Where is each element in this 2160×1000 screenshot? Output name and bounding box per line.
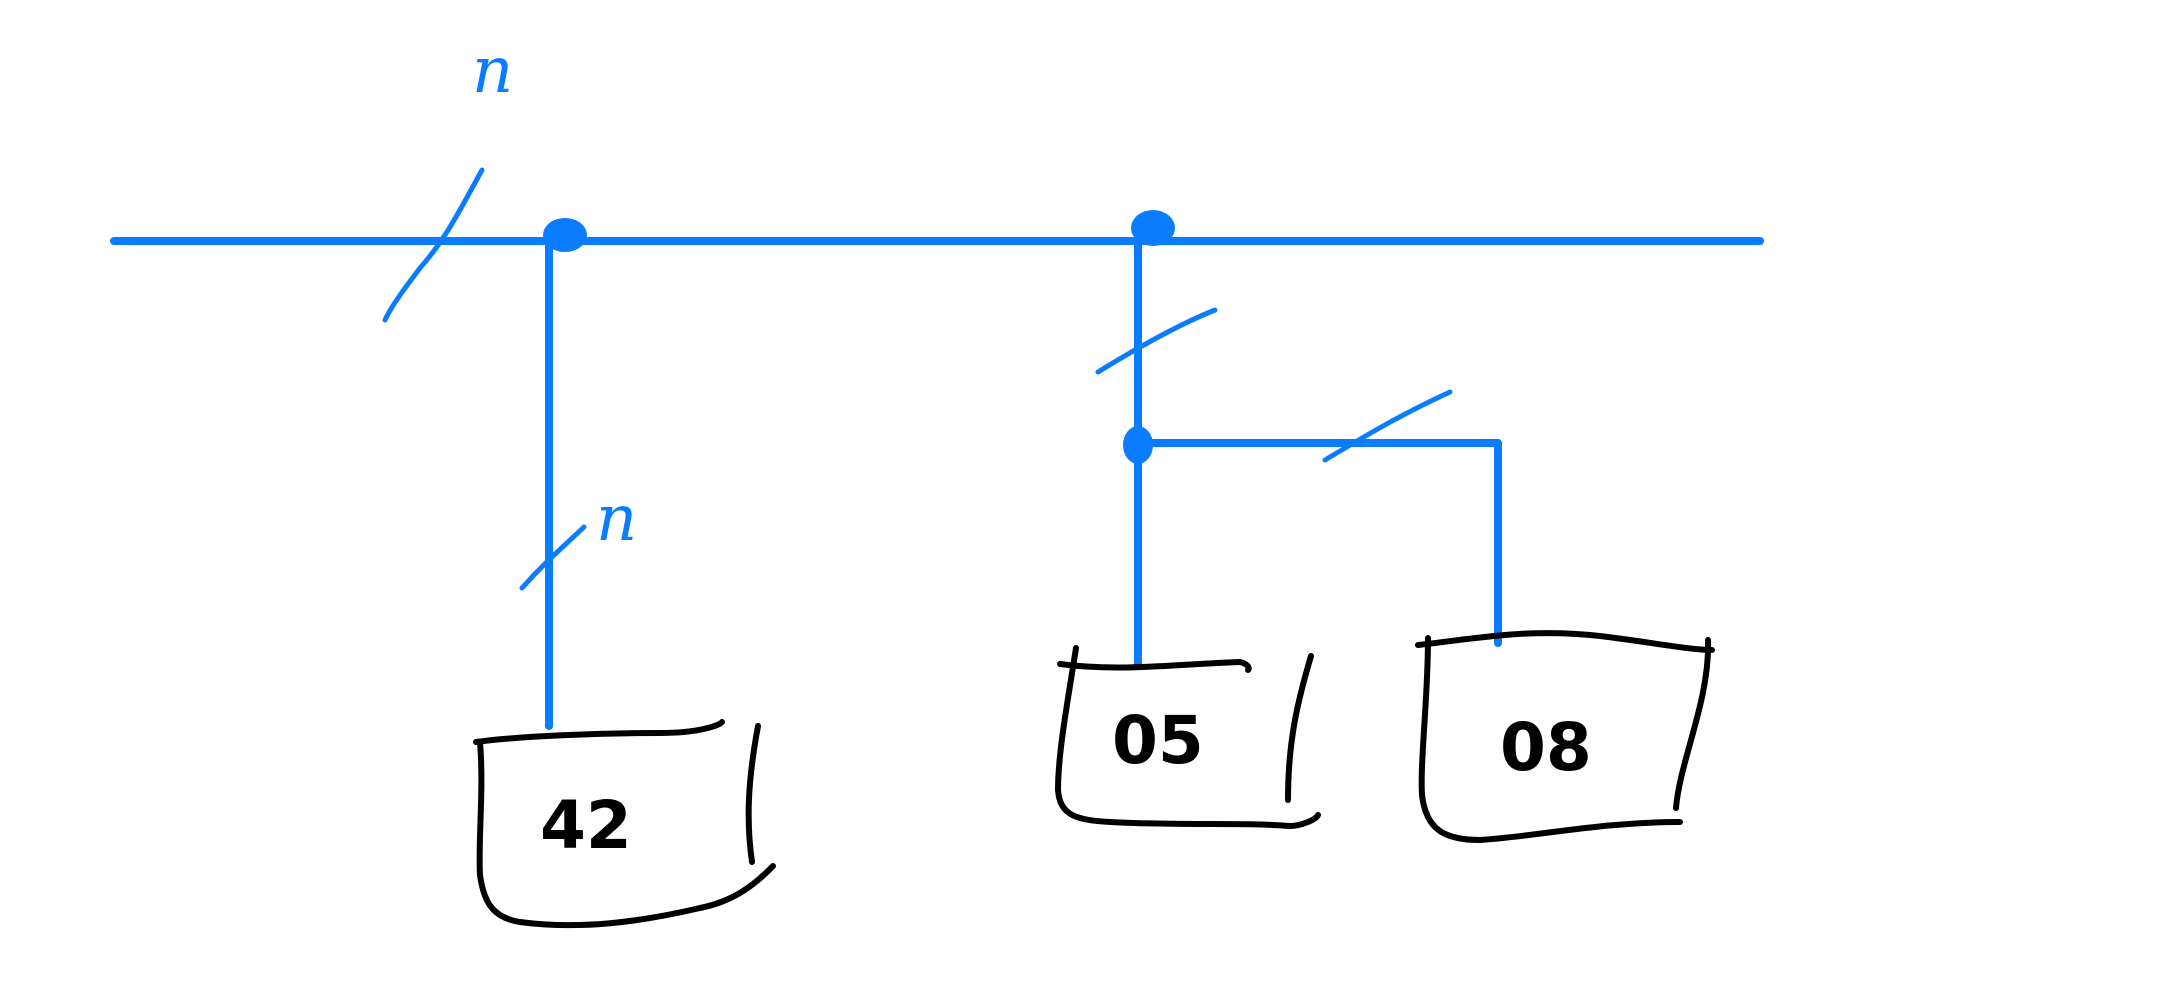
box-05-label: 05: [1112, 702, 1204, 779]
main-bus-width-label: n: [472, 34, 513, 108]
branch-left-width-slash: [519, 524, 587, 591]
branch-right-width-slash: [1095, 307, 1218, 375]
box-05-outline: [1055, 645, 1321, 829]
junction-dot-right: [1131, 210, 1175, 246]
box-08-label: 08: [1500, 709, 1592, 786]
box-08-outline: [1415, 630, 1715, 843]
branch-left-width-label: n: [596, 482, 637, 556]
main-bus-width-slash: [382, 167, 485, 323]
branch-horizontal-width-slash: [1322, 389, 1453, 463]
branch-line-horizontal: [1134, 439, 1502, 647]
junction-dot-left: [543, 218, 587, 252]
box-42-label: 42: [540, 787, 632, 864]
box-42-outline: [473, 719, 776, 929]
